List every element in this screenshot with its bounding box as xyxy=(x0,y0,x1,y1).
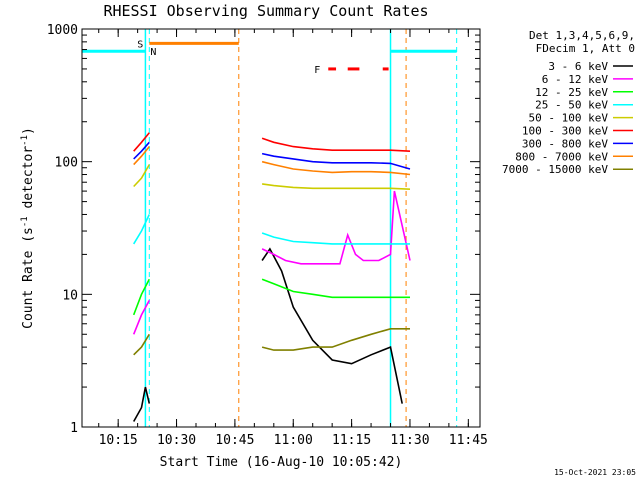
legend-label: 3 - 6 keV xyxy=(548,60,608,73)
legend-label: 50 - 100 keV xyxy=(529,112,609,125)
y-tick-label: 1000 xyxy=(47,23,78,38)
plot-frame xyxy=(81,28,481,428)
series-line-7-1 xyxy=(261,160,411,176)
y-tick-label: 100 xyxy=(55,156,78,171)
series-line-3-1 xyxy=(261,232,410,245)
x-tick-label: 11:15 xyxy=(332,433,371,448)
legend-label: 12 - 25 keV xyxy=(535,86,608,99)
flag-layer: SN F xyxy=(82,29,458,427)
x-tick-label: 11:00 xyxy=(274,433,313,448)
x-tick-label: 10:30 xyxy=(157,433,196,448)
series-line-8-0 xyxy=(133,333,150,356)
y-tick-label: 1 xyxy=(70,421,78,436)
series-line-2-1 xyxy=(261,278,410,299)
flare-flag-label: F xyxy=(314,65,320,76)
x-tick-label: 11:45 xyxy=(449,433,488,448)
series-line-1-0 xyxy=(132,300,151,335)
legend-header-detectors: Det 1,3,4,5,6,9, xyxy=(529,29,635,42)
series-line-0-0 xyxy=(133,386,151,422)
series-line-0-1 xyxy=(261,247,403,404)
series-line-7-0 xyxy=(133,146,150,166)
legend-label: 7000 - 15000 keV xyxy=(502,163,608,176)
series-line-4-0 xyxy=(133,164,150,188)
x-tick-label: 10:45 xyxy=(215,433,254,448)
chart-title: RHESSI Observing Summary Count Rates xyxy=(103,2,428,20)
legend-header-decimation: FDecim 1, Att 0 xyxy=(536,42,635,55)
legend-label: 300 - 800 keV xyxy=(522,137,608,150)
series-line-2-0 xyxy=(132,278,151,316)
series-line-3-0 xyxy=(133,214,151,245)
night-flag-label: N xyxy=(150,47,156,58)
series-line-6-1 xyxy=(261,152,411,170)
x-tick-label: 10:15 xyxy=(99,433,138,448)
series-line-4-1 xyxy=(261,183,411,190)
x-tick-label: 11:30 xyxy=(390,433,429,448)
x-axis-label: Start Time (16-Aug-10 10:05:42) xyxy=(160,455,403,470)
y-tick-label: 10 xyxy=(62,288,78,303)
legend-label: 100 - 300 keV xyxy=(522,125,608,138)
saa-flag-label: S xyxy=(137,39,143,50)
series-layer xyxy=(132,132,411,422)
legend-label: 25 - 50 keV xyxy=(535,99,608,112)
legend-label: 800 - 7000 keV xyxy=(515,150,608,163)
y-axis: 1 10 100 1000 xyxy=(47,23,480,436)
series-line-5-0 xyxy=(133,132,150,152)
legend-label: 6 - 12 keV xyxy=(542,73,609,86)
series-line-5-1 xyxy=(261,137,411,152)
series-line-1-1 xyxy=(261,190,411,265)
x-axis: 10:15 10:30 10:45 11:00 11:15 11:30 11:45 xyxy=(98,29,488,448)
series-line-8-1 xyxy=(261,327,410,351)
y-axis-label: Count Rate (s-1 detector-1) xyxy=(20,127,36,329)
series-line-6-0 xyxy=(133,141,150,160)
timestamp: 15-Oct-2021 23:05 xyxy=(554,468,636,477)
